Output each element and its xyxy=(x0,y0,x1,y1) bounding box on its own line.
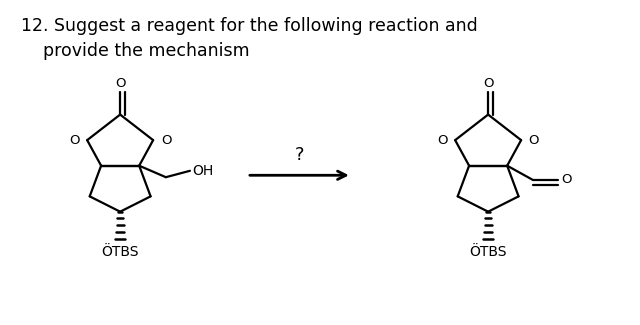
Text: O: O xyxy=(161,134,172,147)
Text: provide the mechanism: provide the mechanism xyxy=(20,42,249,60)
Text: ÖTBS: ÖTBS xyxy=(469,245,507,259)
Text: 12. Suggest a reagent for the following reaction and: 12. Suggest a reagent for the following … xyxy=(20,17,477,35)
Text: O: O xyxy=(483,77,493,90)
Text: ÖTBS: ÖTBS xyxy=(101,245,139,259)
Text: OH: OH xyxy=(193,164,214,178)
Text: O: O xyxy=(529,134,540,147)
Text: ?: ? xyxy=(294,146,304,164)
Text: O: O xyxy=(69,134,79,147)
Text: O: O xyxy=(562,173,572,186)
Text: O: O xyxy=(437,134,447,147)
Text: O: O xyxy=(115,77,125,90)
